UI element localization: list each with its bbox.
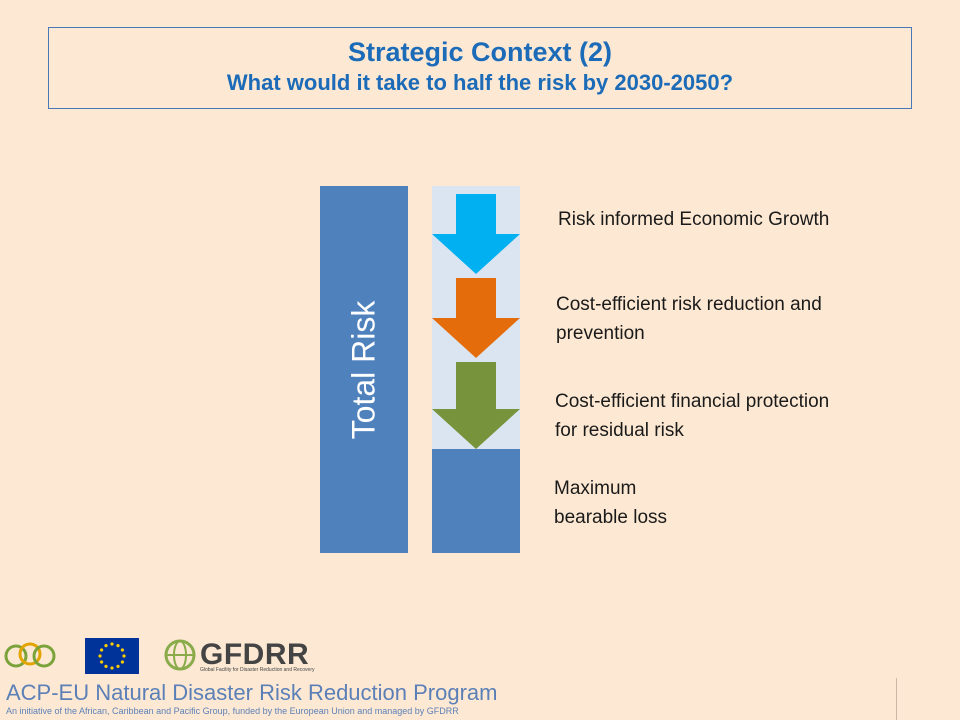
- gfdrr-subtitle: Global Facility for Disaster Reduction a…: [200, 667, 315, 673]
- label-financial-protection: Cost-efficient financial protection for …: [555, 391, 830, 441]
- footer-divider: [896, 678, 897, 720]
- total-risk-label: Total Risk: [345, 300, 382, 439]
- program-subtitle: An initiative of the African, Caribbean …: [6, 706, 459, 716]
- risk-layers-column: [432, 186, 520, 553]
- financial-protection-arrow: [432, 362, 520, 449]
- acp-logo: [4, 638, 56, 679]
- max-bearable-loss-block: [432, 449, 520, 553]
- label-max-bearable-loss: Maximum bearable loss: [554, 478, 668, 528]
- economic-growth-arrow-shape: [432, 194, 520, 274]
- slide-title: Strategic Context (2): [347, 37, 613, 67]
- economic-growth-arrow: [432, 194, 520, 274]
- slide-subtitle: What would it take to half the risk by 2…: [226, 70, 734, 95]
- program-title: ACP-EU Natural Disaster Risk Reduction P…: [6, 680, 498, 705]
- total-risk-bar: Total Risk: [320, 186, 408, 553]
- title-box: Strategic Context (2) What would it take…: [48, 27, 912, 109]
- gfdrr-logo-text: GFDRR: [200, 638, 310, 671]
- eu-flag-icon: [85, 638, 139, 679]
- risk-reduction-arrow: [432, 278, 520, 358]
- label-economic-growth: Risk informed Economic Growth: [558, 209, 830, 230]
- risk-reduction-arrow-shape: [432, 278, 520, 358]
- globe-icon: [163, 638, 197, 677]
- label-risk-reduction: Cost-efficient risk reduction and preven…: [556, 294, 822, 344]
- financial-protection-arrow-shape: [432, 362, 520, 449]
